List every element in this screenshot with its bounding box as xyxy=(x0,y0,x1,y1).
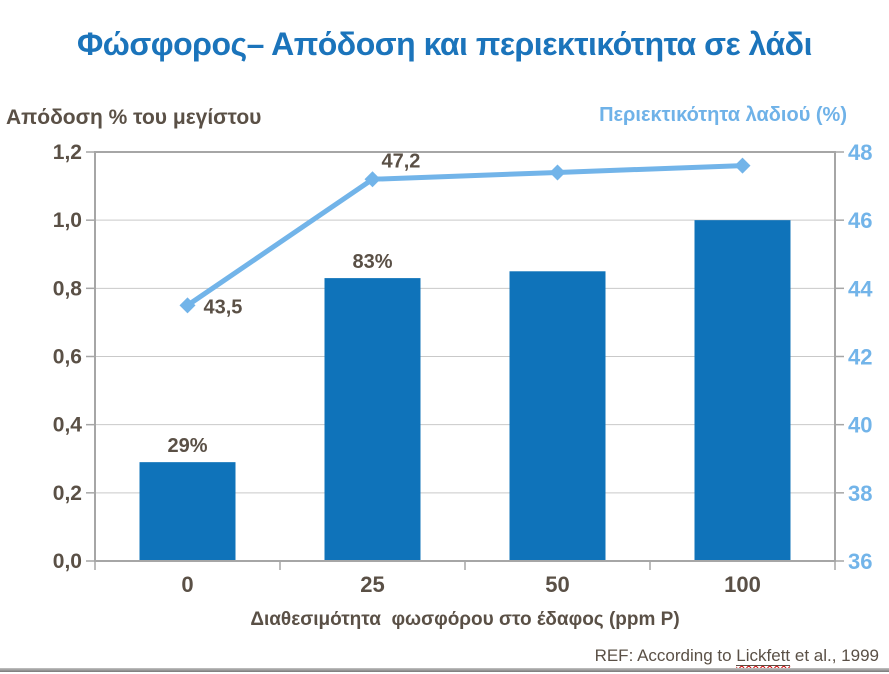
right-tick-label: 46 xyxy=(848,208,872,233)
right-tick-label: 48 xyxy=(848,140,872,165)
line-path xyxy=(185,163,745,308)
right-tick-label: 44 xyxy=(848,276,873,301)
left-tick-label: 1,0 xyxy=(53,209,82,232)
right-tick-label: 40 xyxy=(848,413,872,438)
left-tick-label: 0,2 xyxy=(53,482,82,505)
line-marker-50 xyxy=(549,164,566,181)
bar-100 xyxy=(694,220,791,561)
reference-prefix: REF: According to xyxy=(594,646,737,665)
bar-series: 29% 83% xyxy=(139,220,791,561)
line-marker-25 xyxy=(364,171,381,188)
line-marker-0 xyxy=(179,297,196,314)
axis-ticks xyxy=(86,151,844,570)
left-tick-label: 0,8 xyxy=(53,277,83,300)
x-tick-label-50: 50 xyxy=(545,572,569,597)
bar-25 xyxy=(324,278,421,561)
x-axis-title: Διαθεσιμότητα φωσφόρου στο έδαφος (ppm P… xyxy=(250,609,680,630)
bar-label-0: 29% xyxy=(167,435,207,457)
x-tick-label-0: 0 xyxy=(181,572,193,597)
line-point-label-25: 47,2 xyxy=(382,150,421,172)
line-series: 43,5 47,2 xyxy=(179,150,751,318)
right-axis-title: Περιεκτικότητα λαδιού (%) xyxy=(599,104,847,126)
right-tick-label: 42 xyxy=(848,345,872,370)
x-tick-label-25: 25 xyxy=(360,572,384,597)
x-tick-label-100: 100 xyxy=(724,572,761,597)
line-point-label-0: 43,5 xyxy=(204,296,243,318)
reference-suffix: et al., 1999 xyxy=(790,646,879,665)
left-tick-label: 0,0 xyxy=(53,550,82,573)
axis-tick-labels: 1,2 48 1,0 46 0,8 44 0,6 42 0,4 40 0,2 38 0,0 36 0 25 50… xyxy=(53,140,873,597)
left-tick-label: 0,4 xyxy=(53,414,83,437)
line-marker-100 xyxy=(734,157,751,174)
bar-label-25: 83% xyxy=(352,251,392,273)
left-tick-label: 1,2 xyxy=(53,141,82,164)
reference-note: REF: According to Lickfett et al., 1999 xyxy=(595,646,879,666)
footer-divider-bar xyxy=(0,668,889,672)
right-tick-label: 38 xyxy=(848,481,872,506)
reference-link[interactable]: Lickfett xyxy=(736,646,791,666)
bar-0 xyxy=(139,462,236,561)
right-tick-label: 36 xyxy=(848,549,872,574)
bar-50 xyxy=(509,271,606,561)
left-axis-title: Απόδοση % του μεγίστου xyxy=(6,106,262,129)
left-tick-label: 0,6 xyxy=(53,346,82,369)
page-title: Φώσφορος– Απόδοση και περιεκτικότητα σε … xyxy=(77,26,812,62)
